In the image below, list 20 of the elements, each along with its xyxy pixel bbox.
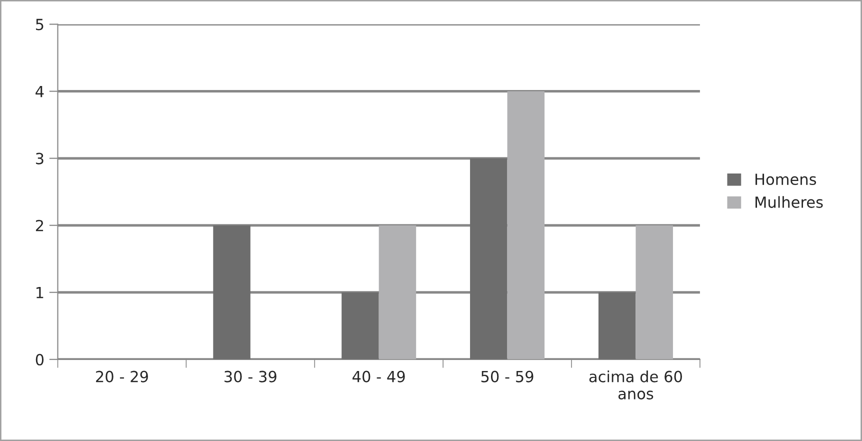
y-tick-label: 4	[36, 86, 44, 98]
y-tick-label: 0	[36, 354, 44, 366]
y-tick-label: 3	[36, 152, 44, 164]
bar	[342, 292, 379, 360]
bar	[378, 225, 416, 360]
y-tick-label: 2	[36, 220, 44, 232]
bar	[598, 292, 636, 360]
y-tick-label: 5	[36, 18, 44, 30]
bar	[213, 225, 250, 360]
y-tick-label: 1	[36, 287, 44, 298]
x-tick-label: 50 - 59	[481, 370, 534, 382]
x-tick-label: 30 - 39	[224, 370, 276, 382]
bar	[507, 91, 545, 360]
x-tick-label: 40 - 49	[352, 370, 405, 382]
x-tick-label: acima de 60 anos	[589, 370, 682, 400]
legend-label: Homens	[756, 174, 816, 186]
bar	[470, 158, 508, 360]
x-tick-label: 20 - 29	[96, 370, 148, 382]
bar	[636, 225, 673, 360]
legend-label: Mulheres	[756, 196, 823, 208]
